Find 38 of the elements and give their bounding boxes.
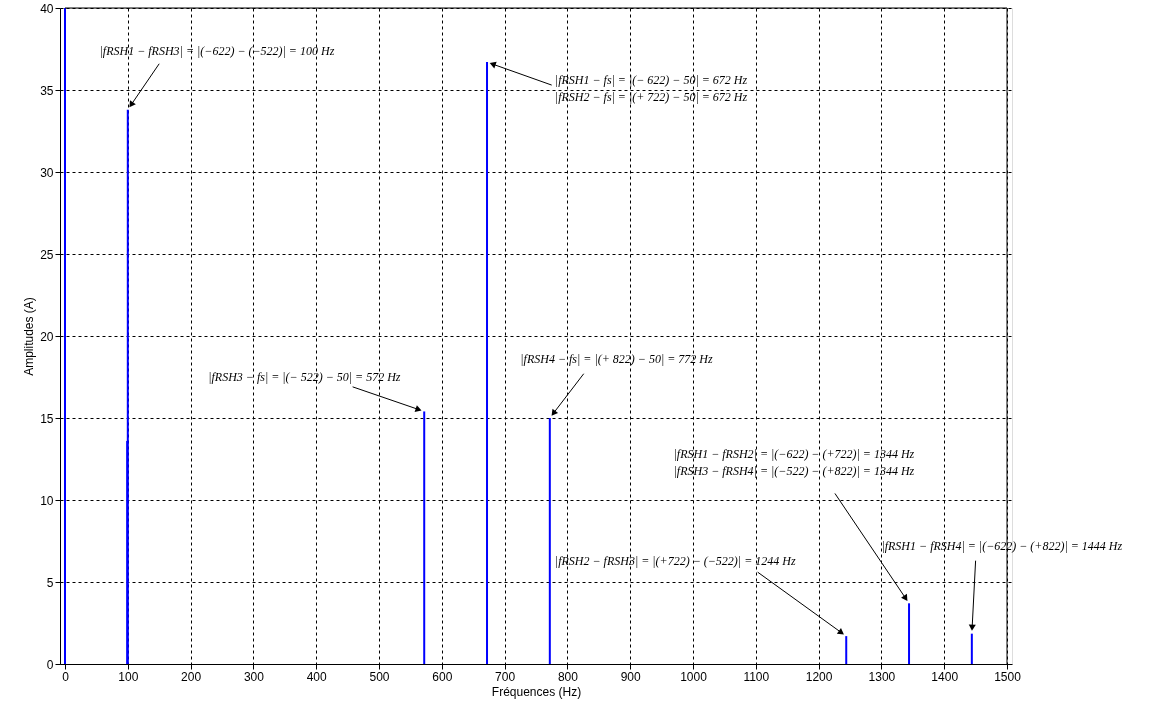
y-tick-label: 35 bbox=[40, 83, 54, 98]
x-tick-label: 1100 bbox=[743, 669, 770, 684]
x-tick-label: 700 bbox=[495, 669, 516, 684]
x-tick-label: 1200 bbox=[805, 669, 833, 684]
x-tick-label: 500 bbox=[369, 669, 390, 684]
x-tick-label: 0 bbox=[62, 669, 70, 684]
x-tick-label: 100 bbox=[118, 669, 139, 684]
y-tick-label: 5 bbox=[46, 575, 54, 590]
y-tick-label: 0 bbox=[46, 657, 54, 672]
y-tick-label: 25 bbox=[40, 247, 54, 262]
bar bbox=[548, 418, 551, 664]
bar bbox=[908, 603, 911, 664]
annotation: |fRSH1 − fRSH2| = |(−622) − (+722)| = 1344 Hz |fRSH3 − fRSH4| = |(−522) − (+822)| = 1344 Hz bbox=[673, 447, 915, 479]
y-tick-label: 15 bbox=[40, 411, 54, 426]
y-tick-label: 30 bbox=[40, 165, 54, 180]
annotation: |fRSH3 − fs| = |(− 522) − 50| = 572 Hz bbox=[208, 370, 401, 384]
y-tick-label: 20 bbox=[40, 329, 54, 344]
bar bbox=[126, 109, 129, 664]
bar bbox=[845, 636, 848, 664]
x-tick-label: 1400 bbox=[931, 669, 959, 684]
x-tick-label: 600 bbox=[432, 669, 453, 684]
annotation: |fRSH1 − fRSH4| = |(−622) − (+822)| = 1444 Hz bbox=[881, 538, 1123, 553]
x-tick-label: 300 bbox=[243, 669, 265, 684]
x-tick-label: 200 bbox=[181, 669, 202, 684]
x-tick-label: 900 bbox=[620, 669, 642, 684]
y-axis-title: Amplitudes (A) bbox=[22, 297, 37, 376]
x-tick-label: 800 bbox=[557, 669, 579, 684]
x-tick-label: 400 bbox=[306, 669, 328, 684]
x-tick-label: 1500 bbox=[994, 669, 1022, 684]
x-tick-label: 1300 bbox=[868, 669, 896, 684]
bar bbox=[423, 411, 426, 664]
y-tick-label: 40 bbox=[40, 1, 54, 16]
x-axis-title: Fréquences (Hz) bbox=[491, 684, 582, 699]
x-tick-label: 1000 bbox=[680, 669, 708, 684]
y-tick-label: 10 bbox=[40, 493, 54, 508]
annotation: |fRSH2 − fRSH3| = |(+722) − (−522)| = 1244 Hz bbox=[554, 553, 796, 568]
bar bbox=[486, 62, 489, 664]
annotation: |fRSH4 − fs| = |(+ 822) − 50| = 772 Hz bbox=[520, 351, 713, 366]
